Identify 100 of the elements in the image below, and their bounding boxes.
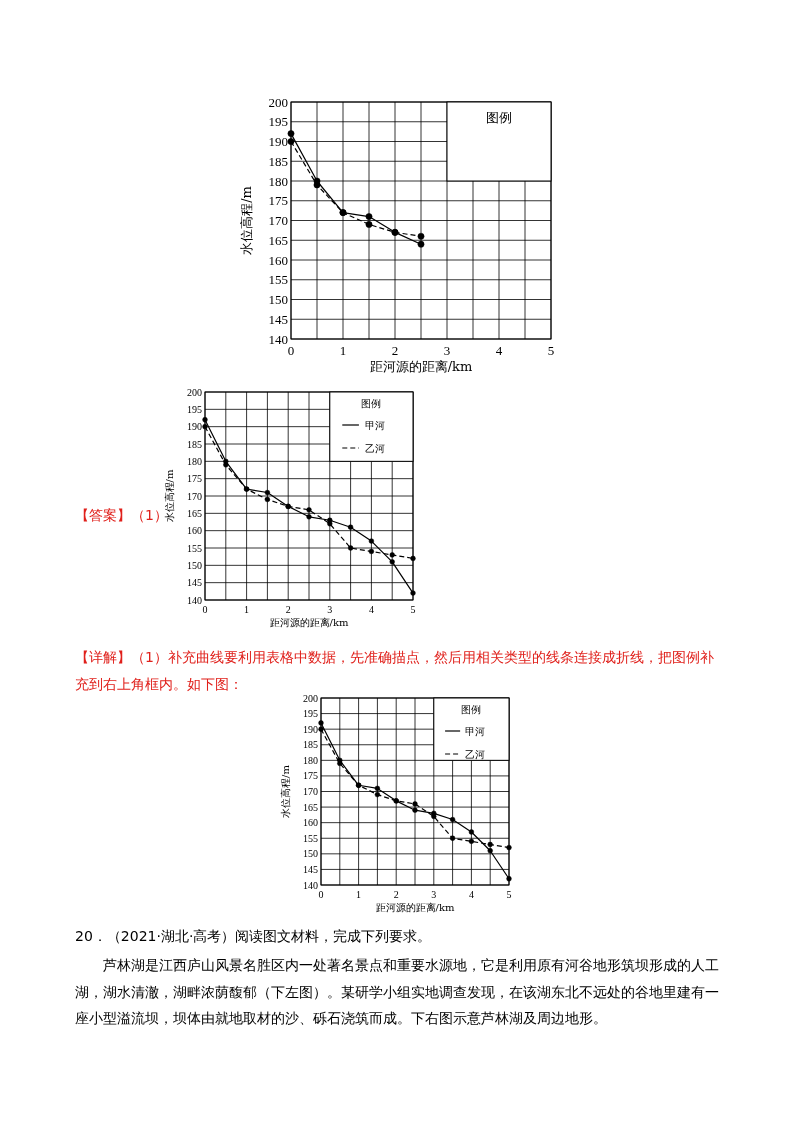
y-tick-label: 140 [268, 331, 288, 347]
y-tick-label: 160 [187, 525, 202, 537]
legend-label: 甲河 [465, 725, 486, 737]
text: 芦林湖是江西庐山风景名胜区内一处著名景点和重要水源地，它是利用原有河谷地形筑坝形成的人工湖，湖水清澈，湖畔浓荫馥郁（下左图）。某研学小组实地调查发现，在该湖东北不远处的谷地里建有一座小型溢流坝，坝体由就地取材的沙、砾石浇筑而成。下右图示意芦林湖及周边地形。 [75, 957, 719, 1027]
point [264, 489, 271, 496]
y-tick-label: 140 [303, 879, 318, 891]
y-tick-label: 190 [187, 421, 202, 433]
point [313, 181, 321, 189]
y-tick-label: 165 [268, 232, 288, 248]
point [417, 240, 425, 248]
point [365, 221, 373, 228]
y-tick-label: 165 [303, 801, 318, 813]
y-tick-label: 200 [187, 386, 202, 398]
point [306, 507, 312, 513]
x-tick-label: 5 [506, 889, 512, 900]
point [389, 552, 395, 558]
x-tick-label: 0 [202, 604, 208, 615]
y-tick-label: 185 [187, 438, 202, 450]
x-tick-label: 0 [318, 889, 324, 900]
x-tick-label: 1 [356, 889, 362, 900]
y-tick-label: 180 [268, 173, 288, 189]
point [347, 545, 354, 551]
point [368, 548, 375, 555]
x-axis-title: 距河源的距离/km [369, 359, 473, 374]
y-tick-label: 170 [187, 490, 202, 502]
y-tick-label: 190 [268, 134, 288, 150]
y-tick-label: 175 [303, 770, 318, 782]
y-tick-label: 170 [303, 786, 318, 797]
y-tick-label: 155 [268, 272, 288, 288]
x-tick-label: 2 [285, 604, 291, 615]
point [223, 462, 229, 468]
point [347, 524, 354, 530]
y-tick-label: 150 [303, 848, 318, 860]
x-tick-label: 2 [393, 889, 399, 900]
x-tick-label: 0 [287, 343, 295, 358]
x-tick-label: 3 [327, 604, 333, 615]
point [327, 517, 333, 523]
point [202, 424, 208, 430]
x-tick-label: 3 [431, 889, 437, 900]
point [412, 801, 418, 807]
x-axis-title: 距河源的距离/km [269, 617, 349, 628]
x-tick-label: 2 [391, 343, 399, 358]
legend-title: 图例 [361, 398, 382, 409]
x-tick-label: 3 [443, 343, 451, 358]
point [487, 848, 493, 854]
y-axis-title: 水位高程/m [239, 186, 255, 255]
point [202, 417, 208, 423]
y-tick-label: 165 [187, 507, 202, 519]
point [264, 496, 271, 503]
point [410, 555, 416, 562]
x-tick-label: 4 [468, 889, 474, 900]
point [449, 816, 456, 823]
point [412, 807, 418, 813]
point [306, 514, 312, 520]
x-tick-label: 4 [368, 604, 374, 615]
x-tick-label: 1 [339, 343, 347, 358]
point [431, 813, 437, 820]
y-tick-label: 180 [303, 754, 318, 766]
y-tick-label: 190 [303, 723, 318, 735]
y-tick-label: 160 [268, 252, 288, 268]
y-tick-label: 145 [303, 863, 318, 875]
legend-label: 乙河 [465, 748, 486, 760]
y-tick-label: 155 [187, 542, 202, 554]
x-axis-title: 距河源的距离/km [375, 902, 455, 913]
point [374, 785, 381, 792]
y-tick-label: 170 [268, 213, 288, 229]
point [368, 538, 375, 544]
y-tick-label: 145 [268, 311, 288, 327]
point [365, 213, 373, 220]
y-tick-label: 150 [268, 292, 288, 308]
point [374, 791, 381, 798]
point [506, 876, 512, 882]
y-tick-label: 195 [303, 708, 318, 720]
point [506, 844, 512, 851]
point [468, 829, 475, 835]
point [417, 232, 425, 240]
legend-title: 图例 [461, 704, 482, 715]
legend-title: 图例 [486, 109, 512, 125]
y-tick-label: 150 [187, 559, 202, 571]
y-tick-label: 195 [268, 114, 288, 130]
point [449, 835, 456, 841]
point [223, 458, 229, 464]
y-tick-label: 180 [187, 455, 202, 467]
y-tick-label: 185 [303, 739, 318, 751]
point [487, 841, 493, 848]
point [318, 720, 324, 726]
y-tick-label: 140 [187, 594, 202, 606]
point [287, 130, 295, 137]
text: 【详解】（1）补充曲线要利用表格中数据，先准确描点，然后用相关类型的线条连接成折线，把图例补充到右上角框内。如下图： [75, 649, 714, 692]
point [318, 726, 324, 732]
y-tick-label: 160 [303, 817, 318, 829]
y-tick-label: 200 [268, 94, 288, 110]
y-tick-label: 200 [303, 692, 318, 704]
x-tick-label: 4 [495, 343, 503, 358]
point [410, 590, 416, 596]
text: 20．（2021·湖北·高考）阅读图文材料，完成下列要求。 [75, 928, 432, 944]
y-tick-label: 175 [187, 473, 202, 485]
x-tick-label: 1 [244, 604, 250, 615]
point [389, 559, 395, 565]
y-tick-label: 195 [187, 403, 202, 415]
